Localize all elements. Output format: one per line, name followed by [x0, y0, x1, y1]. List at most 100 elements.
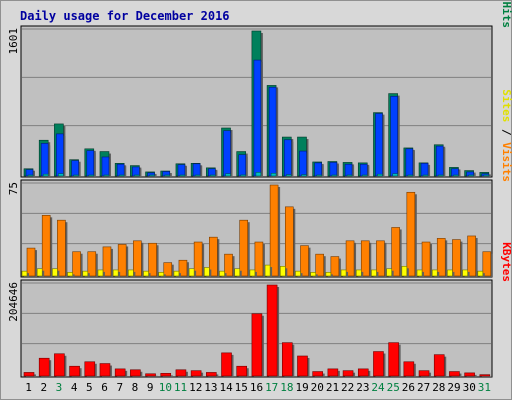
x-tick-label-4: 4 — [71, 381, 78, 394]
series-legend-label: KBytes — [500, 242, 512, 282]
panel-hits-files-pages: 1601 Pages / Files / Hits — [7, 0, 512, 178]
x-tick-label-22: 22 — [341, 381, 354, 394]
bar-pages-day-29 — [453, 174, 459, 177]
bar-pages-day-30 — [468, 174, 474, 177]
bar-pages-day-22 — [346, 174, 353, 177]
x-tick-label-2: 2 — [40, 381, 47, 394]
bar-shadow — [45, 176, 51, 177]
bar-visits-day-5 — [87, 251, 97, 277]
bar-pages-day-2 — [42, 173, 49, 177]
bar-shadow — [483, 175, 491, 177]
bar-kbytes-day-28 — [433, 354, 445, 377]
bar-pages-day-8 — [134, 174, 140, 177]
bar-pages-day-27 — [422, 174, 429, 177]
bar-pages-day-6 — [103, 174, 110, 177]
bar-pages-day-19 — [301, 174, 307, 177]
bar-sites-day-26 — [401, 265, 408, 277]
bar-shadow — [394, 175, 400, 177]
bar-kbytes-day-10 — [160, 373, 172, 377]
bar-visits-day-1 — [26, 247, 36, 277]
bar-sites-day-13 — [204, 267, 210, 277]
bar-kbytes-day-18 — [281, 342, 293, 377]
x-tick-label-8: 8 — [132, 381, 139, 394]
bar-pages-day-9 — [149, 174, 155, 177]
bar-sites-day-17 — [264, 264, 271, 277]
bar-sites-day-2 — [36, 268, 43, 277]
bar-files-day-28 — [435, 145, 444, 177]
bar-files-day-2 — [40, 143, 49, 177]
x-tick-label-13: 13 — [204, 381, 217, 394]
bar-kbytes-day-17 — [266, 284, 278, 377]
bar-visits-day-12 — [193, 241, 203, 277]
x-tick-label-29: 29 — [447, 381, 460, 394]
bar-files-day-11 — [177, 164, 186, 177]
bar-files-day-17 — [268, 86, 277, 177]
bar-visits-day-21 — [330, 256, 340, 277]
y-max-label: 204646 — [7, 282, 20, 322]
bar-sites-day-16 — [249, 269, 256, 277]
bar-sites-day-27 — [416, 269, 423, 277]
series-legend-label: Pages / Files / Hits — [500, 0, 512, 28]
x-tick-label-9: 9 — [147, 381, 154, 394]
bar-visits-day-17 — [269, 184, 279, 277]
bar-shadow — [227, 175, 233, 177]
bar-sites-day-5 — [82, 270, 89, 277]
bar-files-day-5 — [86, 150, 95, 177]
x-tick-label-12: 12 — [189, 381, 202, 394]
bar-pages-day-15 — [240, 174, 247, 177]
bar-sites-day-22 — [340, 269, 347, 277]
bar-visits-day-16 — [254, 241, 264, 277]
x-tick-label-23: 23 — [356, 381, 369, 394]
legend-text: KBytes — [500, 242, 512, 282]
chart-title: Daily usage for December 2016 — [20, 9, 230, 23]
bar-pages-day-28 — [437, 174, 444, 177]
legend-text: Hits — [500, 2, 512, 29]
x-tick-label-5: 5 — [86, 381, 93, 394]
bar-kbytes-day-12 — [190, 370, 202, 377]
bar-sites-day-24 — [371, 269, 377, 277]
panel-visits-sites: 75 Sites / Visits — [7, 89, 512, 278]
bar-visits-day-25 — [391, 227, 400, 277]
x-tick-label-1: 1 — [25, 381, 32, 394]
bar-files-day-6 — [101, 156, 110, 177]
bar-pages-day-11 — [179, 174, 186, 177]
bar-kbytes-day-30 — [464, 372, 475, 377]
bar-pages-day-12 — [194, 174, 201, 177]
x-tick-label-15: 15 — [235, 381, 248, 394]
bar-visits-day-2 — [41, 215, 51, 277]
bar-sites-day-21 — [325, 272, 332, 277]
bar-pages-day-24 — [377, 173, 383, 177]
bar-kbytes-day-26 — [403, 361, 415, 377]
bar-sites-day-31 — [477, 270, 484, 277]
bar-pages-day-1 — [27, 174, 34, 177]
x-tick-label-28: 28 — [432, 381, 445, 394]
bar-files-day-12 — [192, 163, 201, 177]
bar-sites-day-25 — [386, 268, 392, 277]
x-tick-label-21: 21 — [326, 381, 339, 394]
bar-pages-day-4 — [73, 174, 79, 177]
bar-visits-day-27 — [421, 241, 431, 277]
x-tick-label-24: 24 — [371, 381, 385, 394]
bar-pages-day-18 — [285, 174, 292, 177]
bar-pages-day-26 — [407, 174, 414, 177]
bar-sites-day-1 — [21, 270, 28, 277]
bar-kbytes-day-6 — [99, 363, 111, 377]
x-tick-label-20: 20 — [311, 381, 324, 394]
bar-pages-day-17 — [270, 172, 277, 177]
bar-visits-day-15 — [239, 219, 249, 277]
bar-pages-day-31 — [483, 174, 490, 177]
bar-visits-day-14 — [224, 253, 233, 277]
bar-kbytes-day-21 — [327, 368, 339, 377]
legend-text: / — [500, 0, 512, 2]
x-tick-label-25: 25 — [387, 381, 400, 394]
bar-shadow — [60, 175, 66, 177]
bar-files-day-16 — [253, 59, 262, 177]
bar-pages-day-7 — [118, 174, 125, 177]
bar-visits-day-20 — [315, 253, 324, 277]
bar-kbytes-day-8 — [130, 369, 141, 377]
bar-files-day-23 — [359, 163, 368, 177]
bar-sites-day-12 — [188, 268, 195, 277]
bar-sites-day-19 — [295, 270, 301, 277]
bar-sites-day-7 — [112, 269, 119, 277]
